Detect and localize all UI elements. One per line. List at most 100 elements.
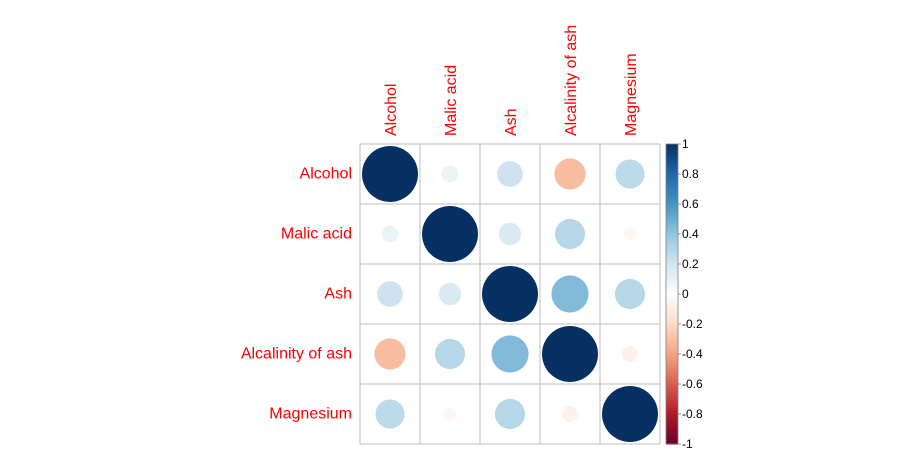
colorbar-segment — [666, 294, 678, 297]
colorbar-segment — [666, 393, 678, 396]
colorbar-segment — [666, 345, 678, 348]
colorbar-segment — [666, 214, 678, 217]
colorbar-segment — [666, 369, 678, 372]
colorbar-segment — [666, 259, 678, 262]
colorbar-tick-label: 0.8 — [682, 167, 699, 181]
colorbar-segment — [666, 397, 678, 400]
colorbar-segment — [666, 321, 678, 324]
colorbar-segment — [666, 207, 678, 210]
colorbar-segment — [666, 352, 678, 355]
correlation-circle — [438, 282, 462, 306]
colorbar-segment — [666, 174, 678, 177]
colorbar-segment — [666, 378, 678, 381]
colorbar-segment — [666, 384, 678, 387]
column-label: Magnesium — [623, 53, 640, 136]
colorbar-segment — [666, 420, 678, 423]
colorbar-segment — [666, 430, 678, 433]
correlation-circle — [602, 386, 658, 442]
colorbar-segment — [666, 264, 678, 267]
colorbar-segment — [666, 373, 678, 376]
colorbar-segment — [666, 195, 678, 198]
colorbar-segment — [666, 147, 678, 150]
colorbar-segment — [666, 429, 678, 432]
colorbar-segment — [666, 342, 678, 345]
grid — [359, 143, 661, 445]
column-label: Alcalinity of ash — [563, 25, 580, 136]
colorbar-segment — [666, 298, 678, 301]
colorbar-segment — [666, 165, 678, 168]
colorbar-segment — [666, 192, 678, 195]
colorbar-segment — [666, 154, 678, 157]
correlation-circles — [362, 146, 658, 442]
colorbar-segment — [666, 171, 678, 174]
colorbar-segment — [666, 243, 678, 246]
colorbar-segment — [666, 319, 678, 322]
colorbar-segment — [666, 408, 678, 411]
colorbar-segment — [666, 258, 678, 261]
colorbar-tick-label: 0.6 — [682, 197, 699, 211]
colorbar-segment — [666, 361, 678, 364]
colorbar-segment — [666, 168, 678, 171]
colorbar-segment — [666, 274, 678, 277]
colorbar-segment — [666, 396, 678, 399]
colorbar-segment — [666, 234, 678, 237]
colorbar-segment — [666, 309, 678, 312]
colorbar-segment — [666, 232, 678, 235]
colorbar-segment — [666, 157, 678, 160]
colorbar-segment — [666, 354, 678, 357]
colorbar-segment — [666, 424, 678, 427]
colorbar-segment — [666, 235, 678, 238]
colorbar-segment — [666, 240, 678, 243]
colorbar-segment — [666, 291, 678, 294]
colorbar-segment — [666, 405, 678, 408]
row-label: Alcalinity of ash — [241, 346, 352, 363]
colorbar-segment — [666, 153, 678, 156]
colorbar-segment — [666, 211, 678, 214]
colorbar-tick-label: 0 — [682, 287, 689, 301]
colorbar-segment — [666, 310, 678, 313]
colorbar-segment — [666, 370, 678, 373]
colorbar-segment — [666, 177, 678, 180]
colorbar-segment — [666, 280, 678, 283]
colorbar-segment — [666, 340, 678, 343]
colorbar-segment — [666, 148, 678, 151]
column-labels: Alcohol Malic acid Ash Alcalinity of ash Mag… — [383, 25, 640, 136]
colorbar-segment — [666, 223, 678, 226]
colorbar-segment — [666, 333, 678, 336]
colorbar-segment — [666, 252, 678, 255]
colorbar-segment — [666, 187, 678, 190]
colorbar-segment — [666, 382, 678, 385]
colorbar-segment — [666, 301, 678, 304]
correlation-circle — [614, 278, 646, 310]
colorbar-tick-label: 1 — [682, 137, 689, 151]
colorbar-segment — [666, 351, 678, 354]
colorbar-segment — [666, 388, 678, 391]
colorbar-segment — [666, 217, 678, 220]
colorbar-segment — [666, 276, 678, 279]
colorbar-segment — [666, 279, 678, 282]
correlation-circle — [434, 338, 466, 370]
colorbar-segment — [666, 364, 678, 367]
colorbar-segment — [666, 160, 678, 163]
colorbar-segment — [666, 366, 678, 369]
colorbar-segment — [666, 213, 678, 216]
colorbar-segment — [666, 313, 678, 316]
colorbar-segment — [666, 256, 678, 259]
colorbar-segment — [666, 439, 678, 442]
correlation-circle — [443, 407, 457, 421]
colorbar-segment — [666, 166, 678, 169]
colorbar-segment — [666, 375, 678, 378]
row-label: Magnesium — [269, 406, 352, 423]
colorbar-segment — [666, 282, 678, 285]
colorbar-segment — [666, 202, 678, 205]
colorbar-segment — [666, 303, 678, 306]
colorbar-segment — [666, 198, 678, 201]
colorbar-segment — [666, 360, 678, 363]
colorbar-segment — [666, 304, 678, 307]
colorbar-legend: -1 -0.8 -0.6 -0.4 -0.2 0 0.2 0.4 0.6 0.8 1 — [665, 137, 703, 451]
correlation-circle — [615, 159, 645, 189]
colorbar-segment — [666, 219, 678, 222]
colorbar-segment — [666, 418, 678, 421]
colorbar-segment — [666, 426, 678, 429]
colorbar-segment — [666, 265, 678, 268]
